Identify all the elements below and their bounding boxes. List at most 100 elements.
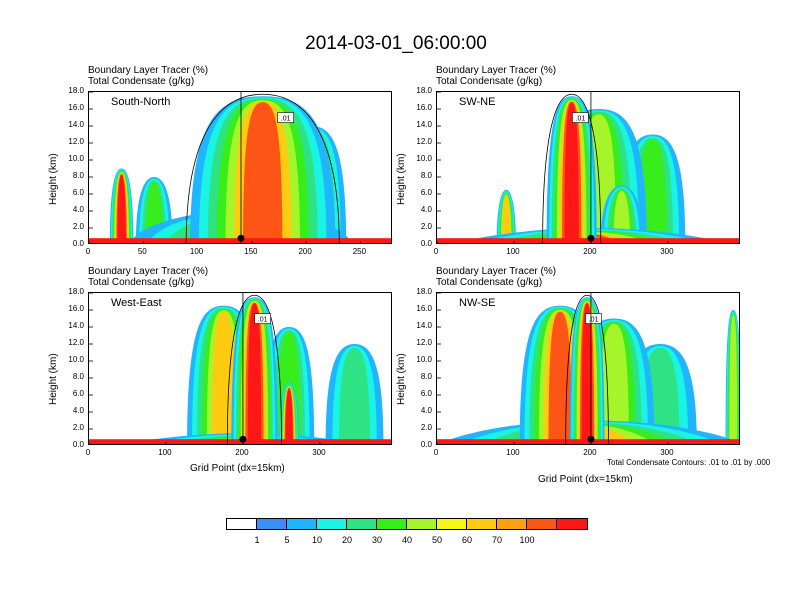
y-tick-label: 4.0 [420,205,432,214]
legend-swatch [557,519,587,529]
legend-swatch [407,519,437,529]
y-tick-label: 16.0 [68,304,84,313]
x-tick-label: 0 [85,448,91,457]
tracer-plume [502,195,511,243]
contour-label-box [254,313,271,324]
panel-label: South-North [110,96,172,108]
y-tick-label: 14.0 [416,321,432,330]
y-tick-label: 8.0 [420,171,432,180]
y-tick-label: 16.0 [68,103,84,112]
heatmap-svg: .01 [89,92,391,243]
legend-label: 10 [311,535,322,545]
y-tick-label: 10.0 [416,355,432,364]
header-condensate-label: Total Condensate (g/kg) [436,76,543,87]
y-tick-label: 18.0 [68,86,84,95]
y-tick-label: 2.0 [72,222,84,231]
legend-swatch [497,519,527,529]
contour-label-box [277,112,294,123]
panel-label: SW-NE [458,96,497,108]
y-tick-label: 8.0 [420,372,432,381]
x-tick-label: 0 [433,247,439,256]
y-tick-label: 0.0 [420,239,432,248]
x-axis-label: Grid Point (dx=15km) [190,463,285,474]
y-tick-label: 10.0 [416,154,432,163]
legend-swatch [377,519,407,529]
legend-label: 30 [371,535,382,545]
y-tick-label: 2.0 [420,222,432,231]
tracer-plume [599,323,629,444]
y-tick-label: 12.0 [68,338,84,347]
x-tick-label: 0 [433,448,439,457]
y-tick-label: 10.0 [68,154,84,163]
figure-title: 2014-03-01_06:00:00 [305,33,487,54]
heatmap-svg: .01 [437,293,739,444]
y-tick-label: 2.0 [420,423,432,432]
x-tick-label: 200 [298,247,312,256]
legend-swatch [467,519,497,529]
y-tick-label: 0.0 [72,239,84,248]
x-tick-label: 200 [583,448,597,457]
x-tick-label: 50 [137,247,147,256]
y-tick-label: 4.0 [72,406,84,415]
boundary-layer-band [437,238,739,243]
x-tick-label: 250 [352,247,367,256]
contour-label-box [585,313,602,324]
y-tick-label: 14.0 [68,120,84,129]
condensate-contour [185,93,340,243]
contour-label: .01 [258,317,268,324]
y-tick-label: 10.0 [68,355,84,364]
legend-label: 1 [254,535,260,545]
legend-label: 40 [401,535,412,545]
legend-label: 100 [519,535,535,545]
panel-label: West-East [110,297,163,309]
x-tick-label: 200 [583,247,597,256]
condensate-contour [565,294,609,444]
tracer-plume [285,388,293,444]
plot-south-north: .01 [88,91,392,244]
point-marker [239,435,247,443]
tracer-plume [339,348,370,444]
y-tick-label: 0.0 [72,440,84,449]
x-tick-label: 150 [244,247,258,256]
y-tick-label: 12.0 [68,137,84,146]
condensate-contour [226,294,283,444]
plot-sw-ne: .01 [436,91,740,244]
x-tick-label: 200 [235,448,249,457]
y-tick-label: 12.0 [416,137,432,146]
contour-note: Total Condensate Contours: .01 to .01 by… [607,458,771,467]
plot-nw-se: .01 [436,292,740,445]
contour-label: .01 [589,317,599,324]
heatmap-svg: .01 [437,92,739,243]
heatmap-svg: .01 [89,293,391,444]
y-tick-label: 14.0 [416,120,432,129]
header-tracer-label: Boundary Layer Tracer (%) [436,65,557,76]
y-tick-label: 16.0 [416,103,432,112]
panel-header-west-east: Boundary Layer Tracer (%) Total Condensa… [88,266,208,288]
y-tick-label: 8.0 [72,372,84,381]
y-tick-label: 2.0 [72,423,84,432]
y-tick-label: 4.0 [420,406,432,415]
tracer-plume [564,102,579,243]
legend-swatch [287,519,317,529]
point-marker [587,234,595,242]
legend-label: 60 [461,535,472,545]
header-tracer-label: Boundary Layer Tracer (%) [88,266,209,277]
legend-swatch [317,519,347,529]
x-tick-label: 0 [85,247,91,256]
tracer-plume [211,311,236,444]
header-condensate-label: Total Condensate (g/kg) [88,277,195,288]
boundary-layer-band [437,439,739,444]
legend-label: 5 [284,535,290,545]
legend-swatch [437,519,467,529]
y-tick-label: 18.0 [416,86,432,95]
x-tick-label: 300 [660,448,674,457]
legend-label: 70 [491,535,502,545]
panel-header-nw-se: Boundary Layer Tracer (%) Total Condensa… [436,266,556,288]
tracer-plume [243,102,283,243]
contour-label-box [572,112,589,123]
y-tick-label: 6.0 [420,188,432,197]
color-legend [226,518,588,530]
y-tick-label: 18.0 [68,287,84,296]
boundary-layer-band [89,439,391,444]
point-marker [587,435,595,443]
